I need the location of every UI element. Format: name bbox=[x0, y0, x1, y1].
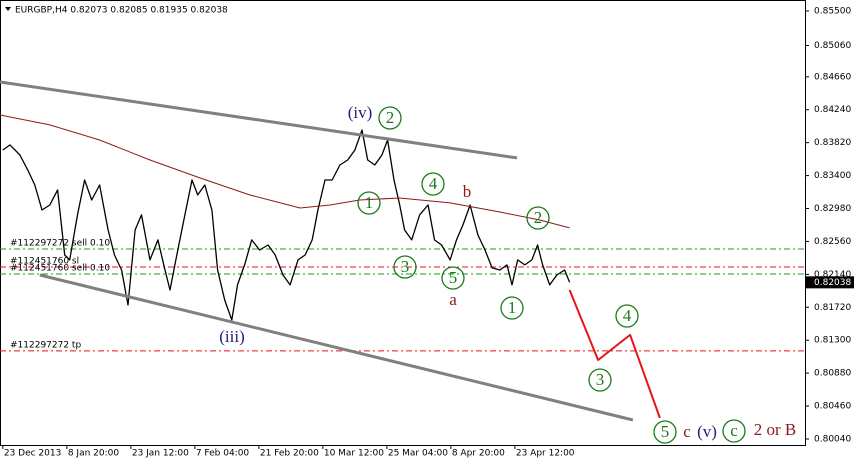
y-tick-label: 0.80880 bbox=[814, 369, 851, 379]
x-tick-label: 23 Dec 2013 bbox=[4, 449, 62, 459]
wave-circle bbox=[588, 368, 612, 392]
x-tick-label: 23 Apr 12:00 bbox=[516, 449, 575, 459]
wave-label: (v) bbox=[697, 422, 717, 441]
wave-label: 4 bbox=[429, 174, 438, 193]
y-tick-label: 0.80460 bbox=[814, 402, 851, 412]
current-price-box bbox=[806, 276, 854, 289]
x-tick-label: 10 Mar 12:00 bbox=[324, 449, 384, 459]
current-price-label: 0.82038 bbox=[814, 278, 851, 288]
wave-circle bbox=[421, 172, 445, 196]
wave-circle bbox=[441, 266, 465, 290]
wave-circle bbox=[500, 296, 524, 320]
y-tick-label: 0.82560 bbox=[814, 237, 851, 247]
x-tick-label: 7 Feb 04:00 bbox=[196, 449, 250, 459]
wave-label: 1 bbox=[508, 298, 517, 317]
wave-label: 2 or B bbox=[754, 420, 797, 439]
y-tick-label: 0.84660 bbox=[814, 72, 851, 82]
wave-label: 1 bbox=[365, 193, 374, 212]
y-tick-label: 0.85060 bbox=[814, 41, 851, 51]
wave-label: (iv) bbox=[348, 103, 373, 122]
y-tick-label: 0.85500 bbox=[814, 6, 851, 16]
wave-label: (iii) bbox=[219, 327, 245, 346]
wave-label: a bbox=[449, 290, 457, 309]
x-tick-label: 8 Jan 20:00 bbox=[68, 449, 120, 459]
wave-label: 4 bbox=[623, 306, 632, 325]
wave-label: 2 bbox=[386, 108, 395, 127]
order-label: #112297272 tp bbox=[10, 340, 81, 350]
y-tick-label: 0.81720 bbox=[814, 303, 851, 313]
order-label: #112451760 sl bbox=[10, 256, 79, 266]
wave-label: c bbox=[683, 422, 691, 441]
wave-circle bbox=[393, 255, 417, 279]
order-label: #112451760 sell 0.10 bbox=[10, 263, 110, 273]
x-tick-label: 8 Apr 20:00 bbox=[452, 449, 505, 459]
price-line bbox=[0, 80, 518, 160]
wave-circle bbox=[722, 419, 746, 443]
order-label: #112297272 sell 0.10 bbox=[10, 238, 110, 248]
wave-circle bbox=[378, 106, 402, 130]
wave-label: b bbox=[463, 182, 472, 201]
wave-label: 3 bbox=[401, 257, 410, 276]
y-tick-label: 0.84240 bbox=[814, 105, 851, 115]
x-tick-label: 23 Jan 12:00 bbox=[132, 449, 189, 459]
y-tick-label: 0.82140 bbox=[814, 270, 851, 280]
y-tick-label: 0.82980 bbox=[814, 204, 851, 214]
y-tick-label: 0.81300 bbox=[814, 336, 851, 346]
y-tick-label: 0.83400 bbox=[814, 171, 851, 181]
price-line bbox=[568, 289, 661, 419]
wave-circle bbox=[526, 206, 550, 230]
wave-circle bbox=[653, 420, 677, 444]
x-tick-label: 21 Feb 20:00 bbox=[260, 449, 319, 459]
wave-label: 5 bbox=[661, 422, 670, 441]
wave-label: c bbox=[730, 421, 738, 440]
x-tick-label: 25 Mar 04:00 bbox=[388, 449, 448, 459]
chart-header: EURGBP,H4 0.82073 0.82085 0.81935 0.8203… bbox=[15, 6, 228, 16]
price-line bbox=[0, 114, 570, 229]
wave-label: 3 bbox=[596, 370, 605, 389]
wave-label: 2 bbox=[534, 208, 543, 227]
y-tick-label: 0.83820 bbox=[814, 138, 851, 148]
wave-label: 5 bbox=[449, 268, 458, 287]
plot-frame bbox=[0, 0, 806, 446]
price-line bbox=[2, 129, 571, 321]
wave-circle bbox=[615, 304, 639, 328]
wave-circle bbox=[357, 191, 381, 215]
header-icon bbox=[5, 7, 11, 11]
y-tick-label: 0.80040 bbox=[814, 434, 851, 444]
price-line bbox=[39, 273, 634, 422]
